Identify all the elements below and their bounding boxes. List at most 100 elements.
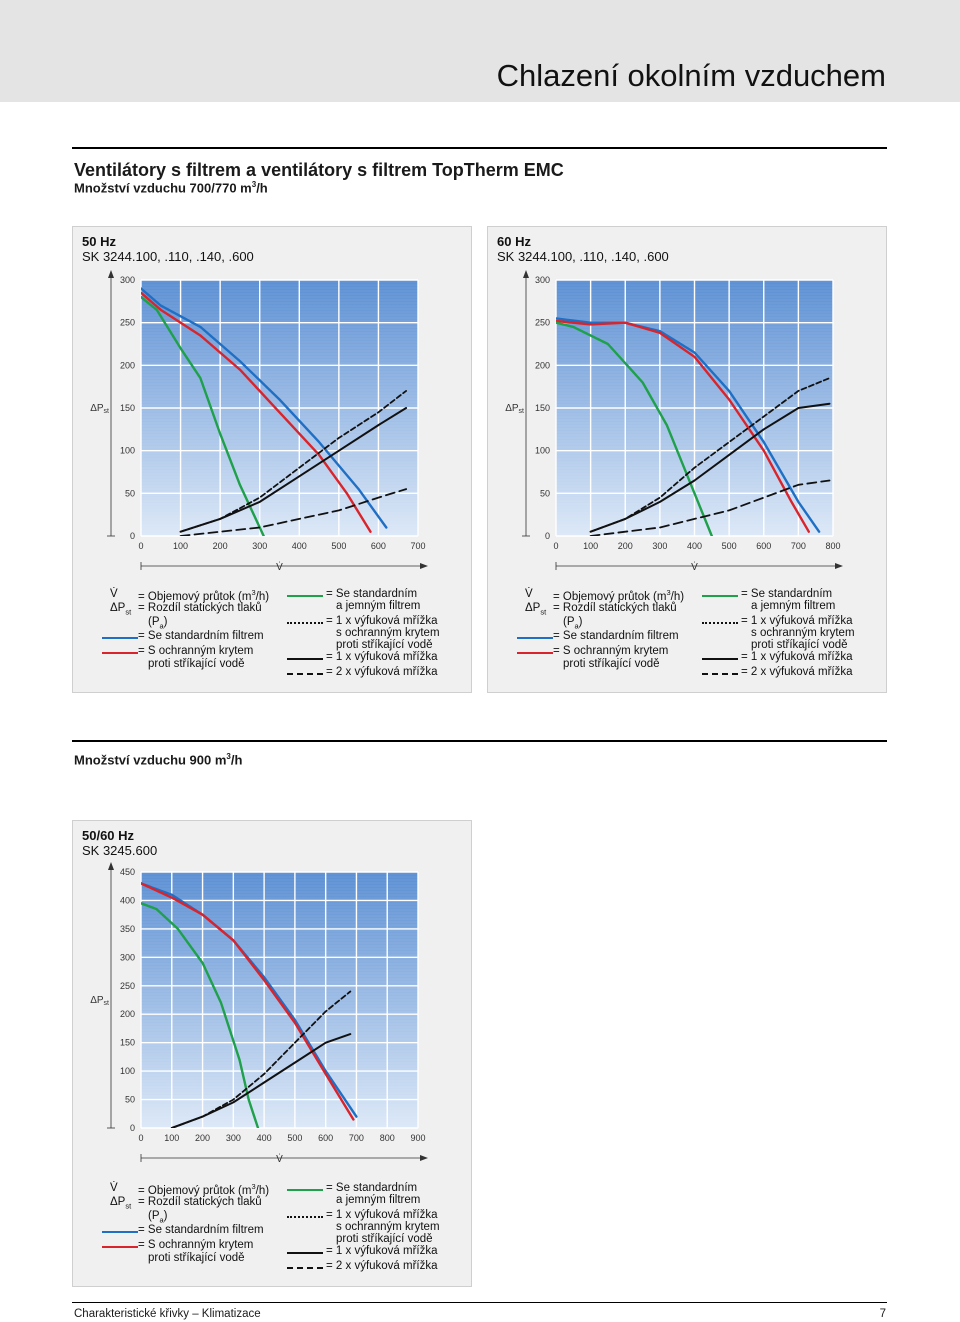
- legend-v-text-b: /h): [255, 1184, 270, 1197]
- legend-green-text-2: a jemným filtrem: [751, 600, 836, 612]
- legend-solid-text: = 1 x výfuková mřížka: [741, 651, 853, 663]
- legend-v-text-b: /h): [670, 590, 685, 603]
- legend-pa-sub: a: [159, 621, 164, 631]
- footer-text: Charakteristické křivky – Klimatizace: [74, 1308, 261, 1320]
- legend-dashed-text: = 2 x výfuková mřížka: [741, 666, 853, 678]
- legend-v-text-sup: 3: [251, 588, 256, 597]
- legend-blue-text: = Se standardním filtrem: [138, 630, 264, 642]
- legend-v-text-a: = Objemový průtok (m: [553, 590, 667, 603]
- legend-red-text-2: proti stříkající vodě: [148, 1252, 245, 1264]
- legend-sample-dashed: [287, 1267, 323, 1269]
- legend: V̇ = Objemový průtok (m3/h) ΔPst = Rozdíl s…: [517, 588, 885, 688]
- section-rule-2: [72, 740, 887, 742]
- legend-sample-green: [287, 1189, 323, 1191]
- legend-pa-sub: a: [159, 1215, 164, 1225]
- legend-dotted-text-2: s ochranným krytem: [336, 627, 440, 639]
- legend-v-text-sup: 3: [251, 1182, 256, 1191]
- legend-dotted-text-3: proti stříkající vodě: [336, 639, 433, 651]
- legend-dotted-text-1: = 1 x výfuková mřížka: [326, 1209, 438, 1221]
- legend-dotted-text-2: s ochranným krytem: [751, 627, 855, 639]
- footer-rule: [72, 1302, 887, 1303]
- legend-dp-main: ΔP: [110, 1196, 126, 1208]
- header-band: [0, 0, 960, 102]
- legend-sample-blue: [102, 637, 138, 639]
- legend-red-text-1: = S ochranným krytem: [138, 645, 254, 657]
- legend: V̇ = Objemový průtok (m3/h) ΔPst = Rozdíl s…: [102, 1182, 470, 1282]
- legend-sample-green: [702, 595, 738, 597]
- legend-sample-blue: [102, 1231, 138, 1233]
- legend-sample-solid: [287, 1252, 323, 1254]
- legend-dp-text: = Rozdíl statických tlaků: [553, 602, 677, 614]
- legend-v-symbol: V̇: [110, 1182, 118, 1194]
- page-title: Chlazení okolním vzduchem: [496, 58, 886, 93]
- legend-dp-sub: st: [125, 1201, 132, 1211]
- section-title: Ventilátory s filtrem a ventilátory s fi…: [74, 160, 564, 180]
- legend-sample-solid: [702, 658, 738, 660]
- chart-title: 50/60 Hz SK 3245.600: [82, 828, 157, 858]
- legend-dp-symbol: ΔPst: [525, 602, 546, 616]
- page-number: 7: [879, 1308, 886, 1320]
- legend-green-text-1: = Se standardním: [326, 588, 418, 600]
- legend-pa-text: (Pa): [563, 616, 583, 630]
- legend-dp-main: ΔP: [110, 602, 126, 614]
- legend-sample-dashed: [287, 673, 323, 675]
- legend-dp-text: = Rozdíl statických tlaků: [138, 602, 262, 614]
- legend-pa-text: (Pa): [148, 616, 168, 630]
- legend-dotted-text-3: proti stříkající vodě: [336, 1233, 433, 1245]
- chart-title-model: SK 3244.100, .110, .140, .600: [82, 249, 254, 264]
- legend-sample-red: [102, 652, 138, 654]
- legend-red-text-2: proti stříkající vodě: [563, 658, 660, 670]
- legend-v-symbol: V̇: [525, 588, 533, 600]
- legend-green-text-2: a jemným filtrem: [336, 1194, 421, 1206]
- section-subtitle-2: Množství vzduchu 900 m3/h: [74, 752, 243, 768]
- legend-solid-text: = 1 x výfuková mřížka: [326, 651, 438, 663]
- legend-pa-b: ): [163, 1210, 168, 1222]
- legend: V̇ = Objemový průtok (m3/h) ΔPst = Rozdíl s…: [102, 588, 470, 688]
- chart-title-freq: 50/60 Hz: [82, 828, 135, 843]
- legend-pa-text: (Pa): [148, 1210, 168, 1224]
- legend-green-text-2: a jemným filtrem: [336, 600, 421, 612]
- legend-pa-b: ): [163, 616, 168, 628]
- legend-sample-solid: [287, 658, 323, 660]
- legend-sample-red: [517, 652, 553, 654]
- chart-title-freq: 60 Hz: [497, 234, 531, 249]
- legend-dp-text: = Rozdíl statických tlaků: [138, 1196, 262, 1208]
- legend-pa-a: (P: [148, 616, 160, 628]
- legend-red-text-2: proti stříkající vodě: [148, 658, 245, 670]
- chart-title: 60 Hz SK 3244.100, .110, .140, .600: [497, 234, 669, 264]
- legend-sample-red: [102, 1246, 138, 1248]
- legend-green-text-1: = Se standardním: [326, 1182, 418, 1194]
- legend-pa-a: (P: [148, 1210, 160, 1222]
- legend-sample-dotted: [287, 622, 323, 624]
- chart-title-model: SK 3244.100, .110, .140, .600: [497, 249, 669, 264]
- legend-sample-dotted: [702, 622, 738, 624]
- legend-blue-text: = Se standardním filtrem: [138, 1224, 264, 1236]
- chart-title: 50 Hz SK 3244.100, .110, .140, .600: [82, 234, 254, 264]
- legend-v-symbol: V̇: [110, 588, 118, 600]
- legend-dotted-text-1: = 1 x výfuková mřížka: [326, 615, 438, 627]
- legend-dp-sub: st: [125, 607, 132, 617]
- legend-pa-a: (P: [563, 616, 575, 628]
- legend-sample-green: [287, 595, 323, 597]
- legend-v-text-a: = Objemový průtok (m: [138, 1184, 252, 1197]
- legend-dotted-text-2: s ochranným krytem: [336, 1221, 440, 1233]
- legend-pa-sub: a: [574, 621, 579, 631]
- legend-dotted-text-3: proti stříkající vodě: [751, 639, 848, 651]
- legend-dotted-text-1: = 1 x výfuková mřížka: [741, 615, 853, 627]
- legend-v-text: = Objemový průtok (m3/h): [138, 1182, 269, 1197]
- legend-sample-blue: [517, 637, 553, 639]
- legend-dp-sub: st: [540, 607, 547, 617]
- chart-title-model: SK 3245.600: [82, 843, 158, 858]
- legend-blue-text: = Se standardním filtrem: [553, 630, 679, 642]
- legend-v-text-b: /h): [255, 590, 270, 603]
- section-rule-1: [72, 147, 887, 149]
- legend-dp-symbol: ΔPst: [110, 602, 131, 616]
- section-subtitle-1: Množství vzduchu 700/770 m3/h: [74, 180, 268, 196]
- legend-sample-dotted: [287, 1216, 323, 1218]
- legend-red-text-1: = S ochranným krytem: [138, 1239, 254, 1251]
- legend-solid-text: = 1 x výfuková mřížka: [326, 1245, 438, 1257]
- legend-dashed-text: = 2 x výfuková mřížka: [326, 1260, 438, 1272]
- legend-red-text-1: = S ochranným krytem: [553, 645, 669, 657]
- legend-sample-dashed: [702, 673, 738, 675]
- legend-green-text-1: = Se standardním: [741, 588, 833, 600]
